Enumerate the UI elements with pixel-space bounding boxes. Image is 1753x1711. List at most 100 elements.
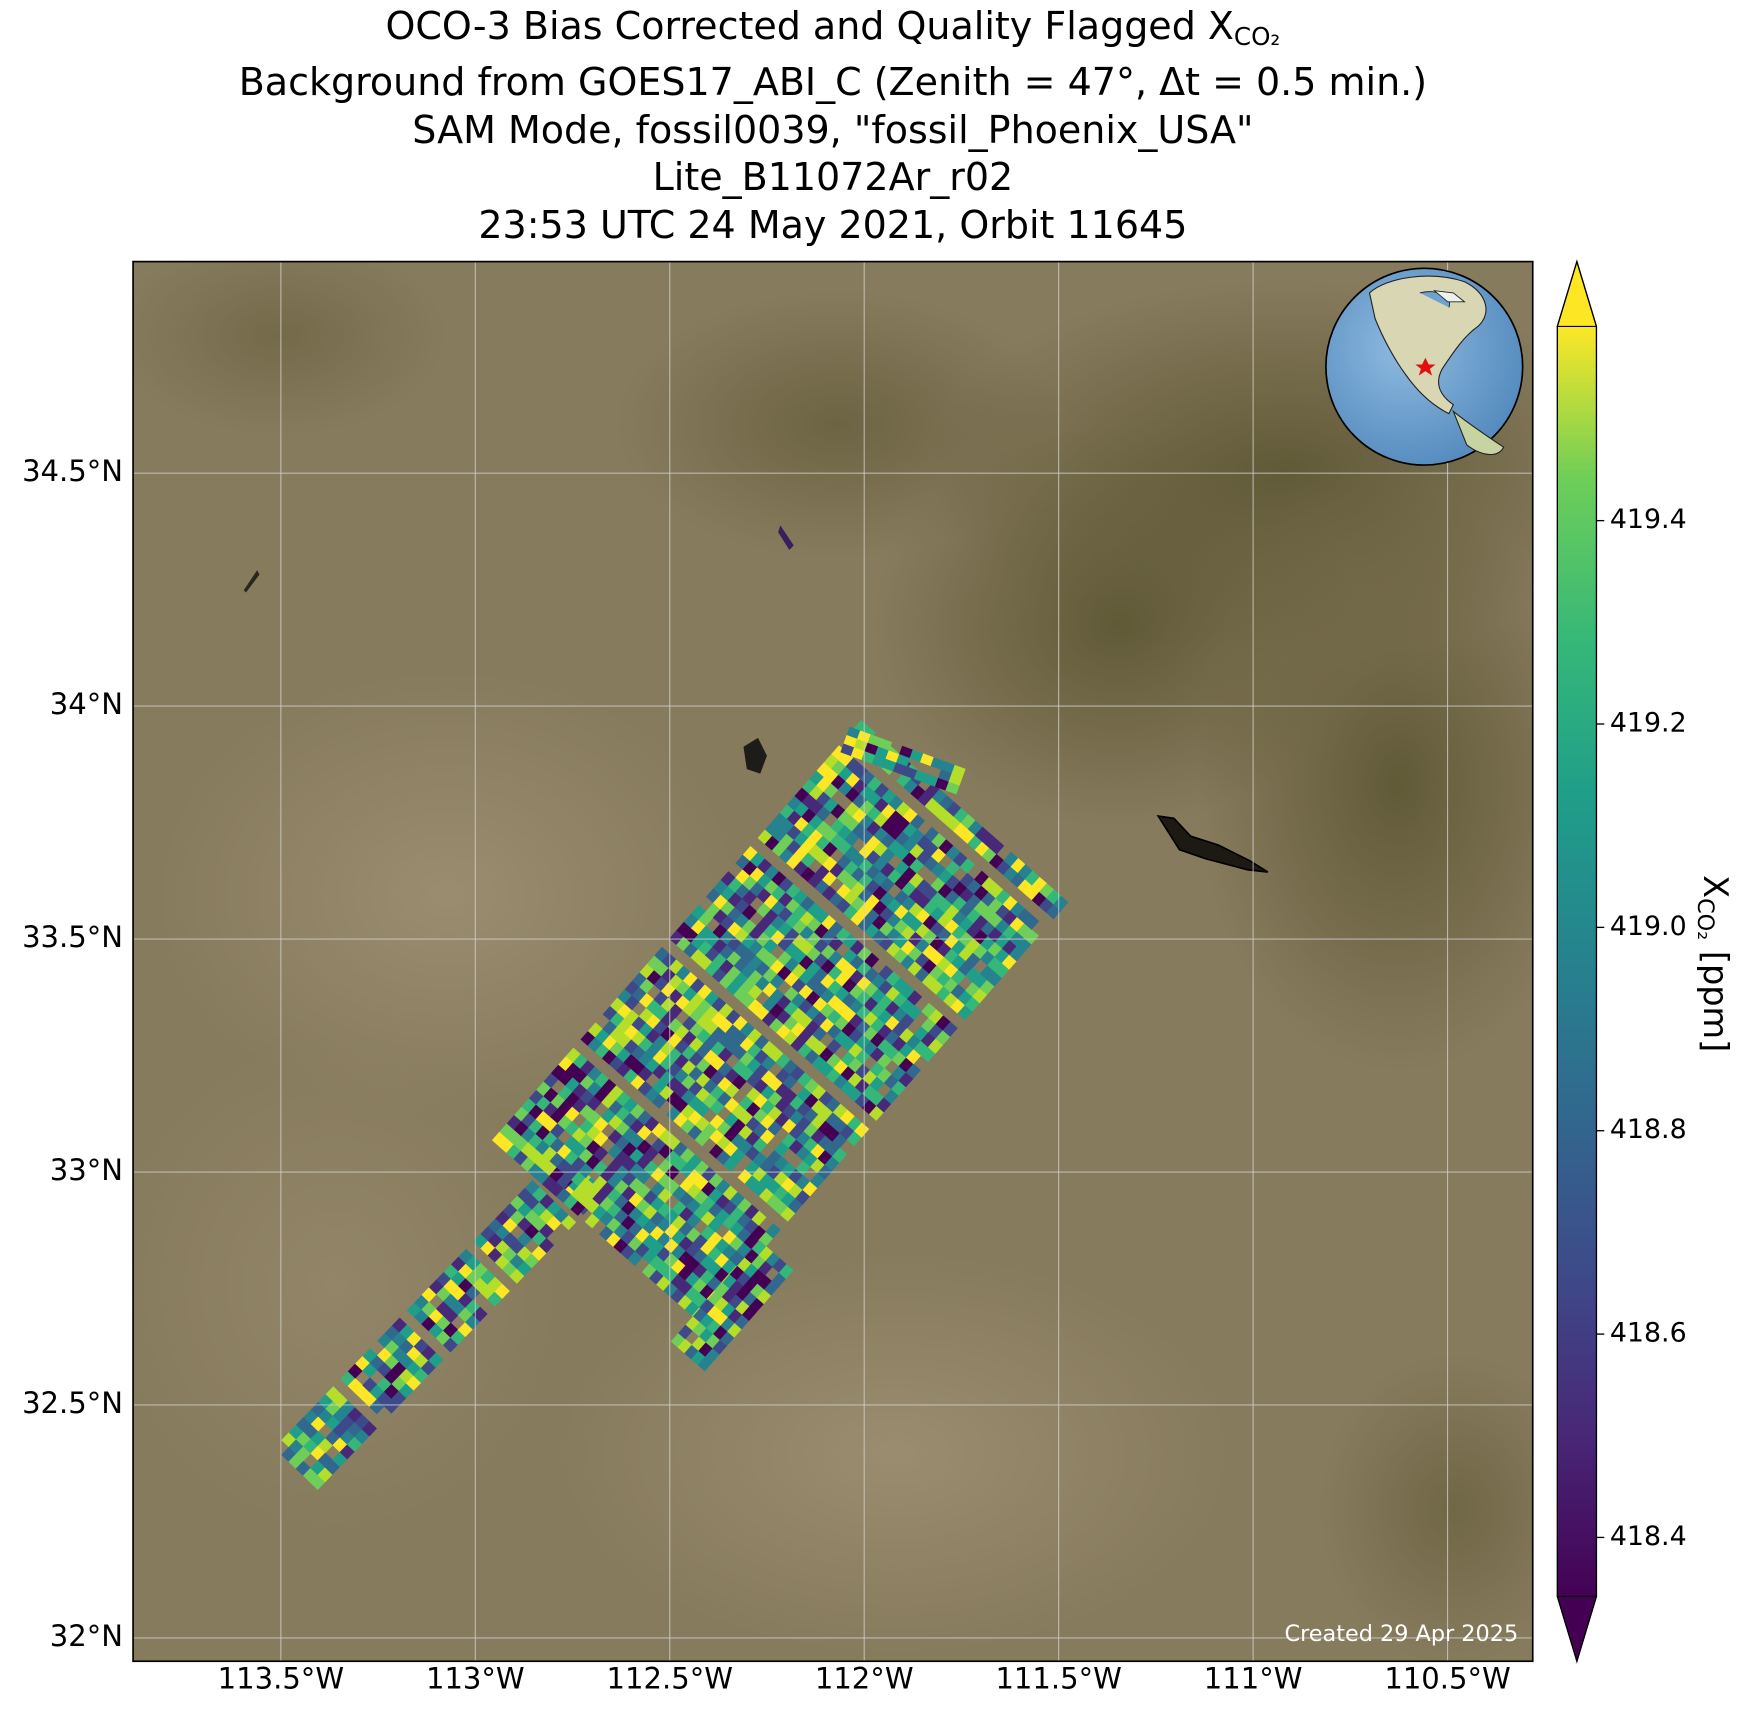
swath-cell xyxy=(705,1333,721,1349)
swath-cell xyxy=(945,845,961,861)
swath-cell xyxy=(850,747,865,761)
swath-cell xyxy=(1003,851,1019,868)
swath-cell xyxy=(948,773,963,787)
swath-cell xyxy=(921,1002,937,1019)
swath-cell xyxy=(720,871,736,887)
swath-cell xyxy=(799,896,816,912)
swath-cell xyxy=(706,1319,722,1335)
swath-block xyxy=(281,1157,606,1490)
swath-cell xyxy=(443,1322,459,1338)
swath-cell xyxy=(687,1154,703,1170)
title-text: Lite_B11072Ar_r02 xyxy=(653,154,1014,198)
swath-cell xyxy=(830,803,846,820)
swath-cell xyxy=(692,1307,708,1323)
swath-cell xyxy=(465,1299,481,1315)
swath-cell xyxy=(840,743,855,757)
xco2-swath xyxy=(281,720,1069,1490)
swath-cell xyxy=(832,1147,848,1163)
swath-cell xyxy=(747,998,763,1015)
colorbar-body xyxy=(1557,326,1597,1597)
swath-cell xyxy=(741,919,757,935)
swath-cell xyxy=(754,1034,770,1050)
swath-cell xyxy=(855,1063,871,1080)
title-line: Background from GOES17_ABI_C (Zenith = 4… xyxy=(239,59,1427,103)
swath-cell xyxy=(843,735,858,748)
swath-cell xyxy=(1009,902,1025,918)
swath-cell xyxy=(691,1336,707,1352)
title-subscript: CO₂ xyxy=(1234,22,1280,51)
swath-cell xyxy=(667,1018,683,1034)
swath-cell xyxy=(877,738,893,751)
swath-cell xyxy=(744,1204,760,1220)
swath-cell xyxy=(1010,858,1026,874)
swath-cell xyxy=(494,1283,510,1299)
swath-cell xyxy=(795,1174,811,1191)
swath-cell xyxy=(762,952,778,969)
swath-cell xyxy=(910,784,926,801)
swath-cell xyxy=(699,1313,715,1329)
swath-cell xyxy=(845,757,861,774)
swath-cell xyxy=(713,1325,728,1341)
swath-cell xyxy=(629,1104,646,1120)
swath-cell xyxy=(636,1139,652,1155)
swath-cell xyxy=(876,1067,892,1084)
swath-cell xyxy=(797,1072,813,1088)
swath-cell xyxy=(637,1080,653,1097)
swath-cell xyxy=(724,1097,740,1113)
swath-cell xyxy=(701,1166,717,1183)
swath-cell xyxy=(709,1114,725,1130)
swath-cell xyxy=(487,1276,503,1292)
swath-cell xyxy=(908,872,925,889)
x-tick-label: 110.5°W xyxy=(1384,1661,1510,1695)
swath-cell xyxy=(751,1254,767,1270)
swath-cell xyxy=(874,746,890,760)
swath-cell xyxy=(399,1324,415,1340)
swath-cell xyxy=(704,990,720,1006)
swath-cell xyxy=(722,1185,738,1201)
swath-cell xyxy=(651,1122,667,1139)
swath-cell xyxy=(752,1151,768,1168)
swath-cell xyxy=(934,777,950,791)
swath-cell xyxy=(736,1271,752,1287)
swath-cell xyxy=(847,1116,863,1132)
swath-cell xyxy=(938,839,954,855)
swath-cell xyxy=(708,1173,724,1189)
swath-cell xyxy=(924,774,939,787)
swath-cell xyxy=(930,757,945,771)
swath-cell xyxy=(771,871,787,887)
swath-cell xyxy=(842,933,858,950)
x-tick-label: 111.5°W xyxy=(995,1661,1121,1695)
swath-cell xyxy=(729,1279,744,1295)
swath-cell xyxy=(502,1232,518,1248)
swath-cell xyxy=(639,992,655,1009)
swath-cell xyxy=(945,874,961,891)
swath-cell xyxy=(578,1177,594,1193)
swath-block xyxy=(840,726,966,795)
swath-cell xyxy=(869,1090,885,1107)
swath-cell xyxy=(310,1430,326,1447)
swath-cell xyxy=(516,1246,533,1262)
swath-cell xyxy=(885,750,900,764)
swath-cell xyxy=(587,1066,603,1082)
title-line: 23:53 UTC 24 May 2021, Orbit 11645 xyxy=(478,202,1187,246)
colorbar-extend-bottom xyxy=(1556,1595,1598,1664)
colorbar-label-unit: [ppm] xyxy=(1696,951,1735,1052)
swath-cell xyxy=(428,1352,444,1368)
swath-cell xyxy=(524,1180,541,1196)
swath-cell xyxy=(608,1085,624,1101)
swath-cell xyxy=(959,872,975,889)
colorbar-label: XCO₂ [ppm] xyxy=(1692,875,1735,1052)
swath-cell xyxy=(549,1137,565,1154)
swath-cell xyxy=(1024,914,1040,930)
swath-cell xyxy=(684,1344,699,1360)
swath-cell xyxy=(717,1061,733,1078)
swath-cell xyxy=(871,754,886,768)
swath-cell xyxy=(413,1338,429,1354)
swath-cell xyxy=(826,1053,842,1069)
swath-cell xyxy=(924,826,940,843)
map-background xyxy=(133,261,1533,1662)
swath-cell xyxy=(1031,876,1048,893)
title-text: Background from GOES17_ABI_C (Zenith = 4… xyxy=(239,59,1427,103)
swath-cell xyxy=(751,1225,767,1241)
